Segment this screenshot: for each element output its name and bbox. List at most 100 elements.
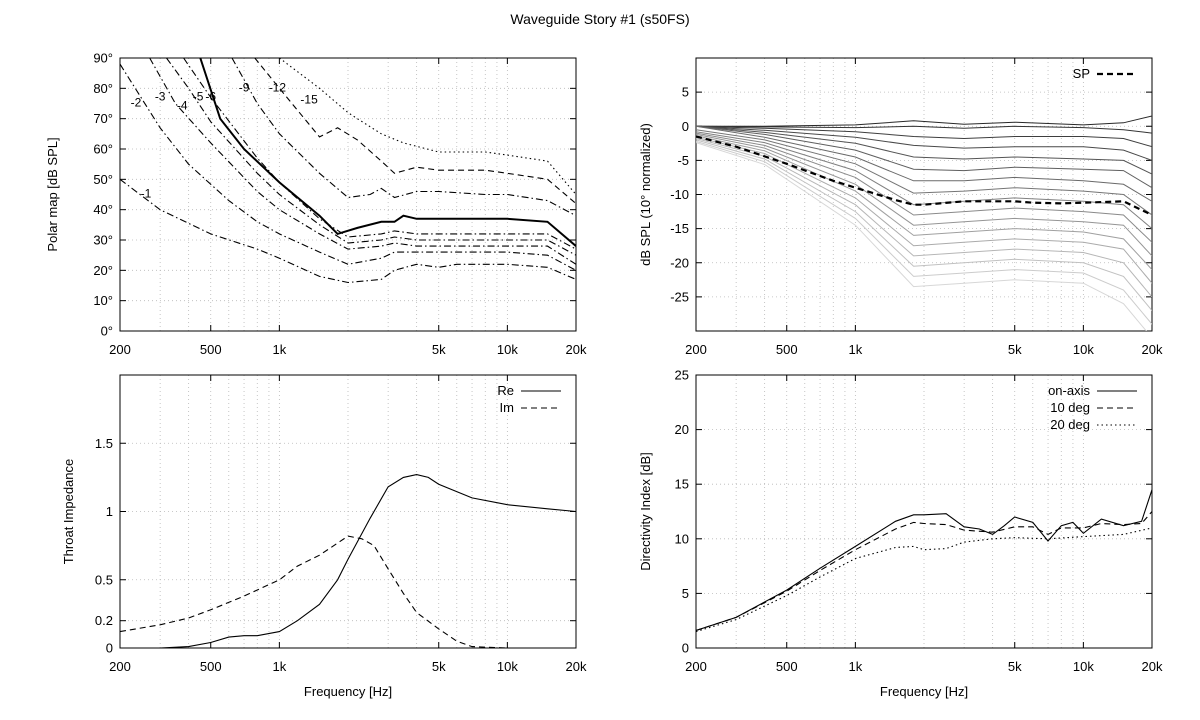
x-tick-label: 20k	[566, 342, 587, 357]
directivity-index-panel: 200 500 1k 5k 10k 20k 0 5 10 15 20 25 Directivity In…	[638, 368, 1163, 700]
angle-response-curve	[696, 129, 1152, 216]
series-line	[120, 178, 576, 284]
y-axis-label: Directivity Index [dB]	[638, 452, 653, 571]
contour-label: -5	[193, 89, 204, 103]
series-line	[120, 474, 576, 648]
x-tick-label: 500	[776, 342, 798, 357]
x-tick-label: 20k	[566, 659, 587, 674]
data-layer	[120, 474, 576, 648]
angle-response-curve	[696, 125, 1152, 189]
y-tick-label: 70°	[93, 111, 113, 126]
contour-label: -15	[300, 93, 318, 107]
plot-frame	[695, 57, 1153, 332]
axes: 200 500 1k 5k 10k 20k 0 5 10 15 20 25	[675, 368, 1163, 675]
y-tick-label: 30°	[93, 233, 113, 248]
y-tick-label: 20	[675, 422, 689, 437]
contour-label: -4	[177, 99, 188, 113]
series-line	[120, 535, 576, 648]
x-tick-label: 500	[200, 342, 222, 357]
legend-label: Re	[497, 383, 514, 398]
angle-response-curve	[696, 140, 1152, 325]
y-tick-label: 0	[682, 119, 689, 134]
angle-response-curve	[696, 136, 1152, 284]
series-line	[254, 58, 576, 205]
y-tick-label: -5	[677, 153, 689, 168]
y-tick-label: 1	[106, 504, 113, 519]
y-tick-label: -20	[670, 255, 689, 270]
series-line	[166, 58, 576, 256]
y-tick-label: -25	[670, 289, 689, 304]
y-tick-label: -15	[670, 221, 689, 236]
series-line	[231, 58, 576, 217]
legend-label: 20 deg	[1050, 417, 1090, 432]
angle-response-curve	[696, 142, 1147, 331]
x-tick-label: 20k	[1142, 659, 1163, 674]
y-tick-label: 40°	[93, 202, 113, 217]
contour-label: -9	[239, 80, 250, 94]
x-tick-label: 200	[109, 342, 131, 357]
y-axis-label: dB SPL (10° normalized)	[638, 123, 653, 266]
x-tick-label: 1k	[848, 659, 862, 674]
axes: 200 500 1k 5k 10k 20k 0° 10° 20° 30° 40° 50° 60° 70° 8…	[93, 51, 587, 358]
legend-label: SP	[1073, 66, 1090, 81]
data-layer	[696, 489, 1152, 633]
angle-response-curve	[696, 135, 1152, 270]
contour-label: -12	[269, 80, 287, 94]
legend: on-axis 10 deg 20 deg	[1048, 383, 1137, 432]
angle-response-curve	[696, 125, 1152, 134]
x-tick-label: 5k	[1008, 659, 1022, 674]
x-axis-label: Frequency [Hz]	[880, 684, 968, 699]
x-tick-label: 10k	[1073, 342, 1094, 357]
angle-response-curve	[696, 125, 1152, 202]
angle-response-curve	[696, 131, 1152, 229]
y-tick-label: 0°	[101, 324, 113, 339]
y-tick-label: 25	[675, 368, 689, 383]
angle-response-curve	[696, 125, 1152, 175]
contour-label: -1	[141, 187, 152, 201]
y-axis-label: Polar map [dB SPL]	[45, 137, 60, 251]
y-tick-label: 5	[682, 586, 689, 601]
x-tick-label: 10k	[497, 342, 518, 357]
x-tick-label: 10k	[1073, 659, 1094, 674]
series-line	[696, 489, 1152, 632]
y-tick-label: 60°	[93, 142, 113, 157]
series-line	[696, 511, 1152, 632]
legend-label: Im	[500, 400, 514, 415]
series-line	[120, 63, 576, 271]
x-axis-label: Frequency [Hz]	[304, 684, 392, 699]
angle-response-curve	[696, 125, 1152, 161]
data-layer	[120, 58, 576, 284]
y-tick-label: 0.5	[95, 572, 113, 587]
y-tick-label: 0.2	[95, 613, 113, 628]
y-tick-label: 80°	[93, 81, 113, 96]
y-tick-label: 50°	[93, 172, 113, 187]
angle-response-curve	[696, 138, 1152, 298]
x-tick-label: 200	[109, 659, 131, 674]
series-line	[696, 527, 1152, 633]
x-tick-label: 1k	[848, 342, 862, 357]
x-tick-label: 5k	[432, 659, 446, 674]
y-tick-label: 10°	[93, 293, 113, 308]
x-tick-label: 5k	[1008, 342, 1022, 357]
normalized-spl-panel: 200 500 1k 5k 10k 20k 5 0 -5 -10 -15 -20 -25 dB SPL (…	[638, 57, 1163, 357]
contour-label: -3	[155, 89, 166, 103]
y-tick-label: 10	[675, 531, 689, 546]
x-tick-label: 200	[685, 659, 707, 674]
series-line	[183, 58, 576, 250]
grid	[696, 374, 1152, 648]
x-tick-label: 500	[776, 659, 798, 674]
y-tick-label: 0	[682, 641, 689, 656]
x-tick-label: 1k	[272, 659, 286, 674]
polar-map-panel: 200 500 1k 5k 10k 20k 0° 10° 20° 30° 40° 50° 60° 70° 8…	[45, 51, 587, 358]
legend-label: 10 deg	[1050, 400, 1090, 415]
plot-frame	[119, 57, 577, 332]
angle-response-curve	[696, 115, 1152, 127]
legend-label: on-axis	[1048, 383, 1090, 398]
angle-response-curve	[696, 125, 1152, 148]
series-line	[199, 58, 576, 247]
x-tick-label: 5k	[432, 342, 446, 357]
angle-response-curve	[696, 139, 1152, 311]
x-tick-label: 20k	[1142, 342, 1163, 357]
